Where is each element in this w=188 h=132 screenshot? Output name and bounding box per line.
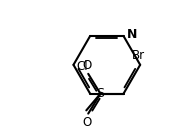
Text: Br: Br [132, 49, 146, 62]
Text: O: O [82, 116, 92, 129]
Text: Cl: Cl [77, 60, 88, 73]
Text: N: N [127, 28, 137, 41]
Text: S: S [96, 87, 104, 100]
Text: O: O [82, 59, 92, 72]
